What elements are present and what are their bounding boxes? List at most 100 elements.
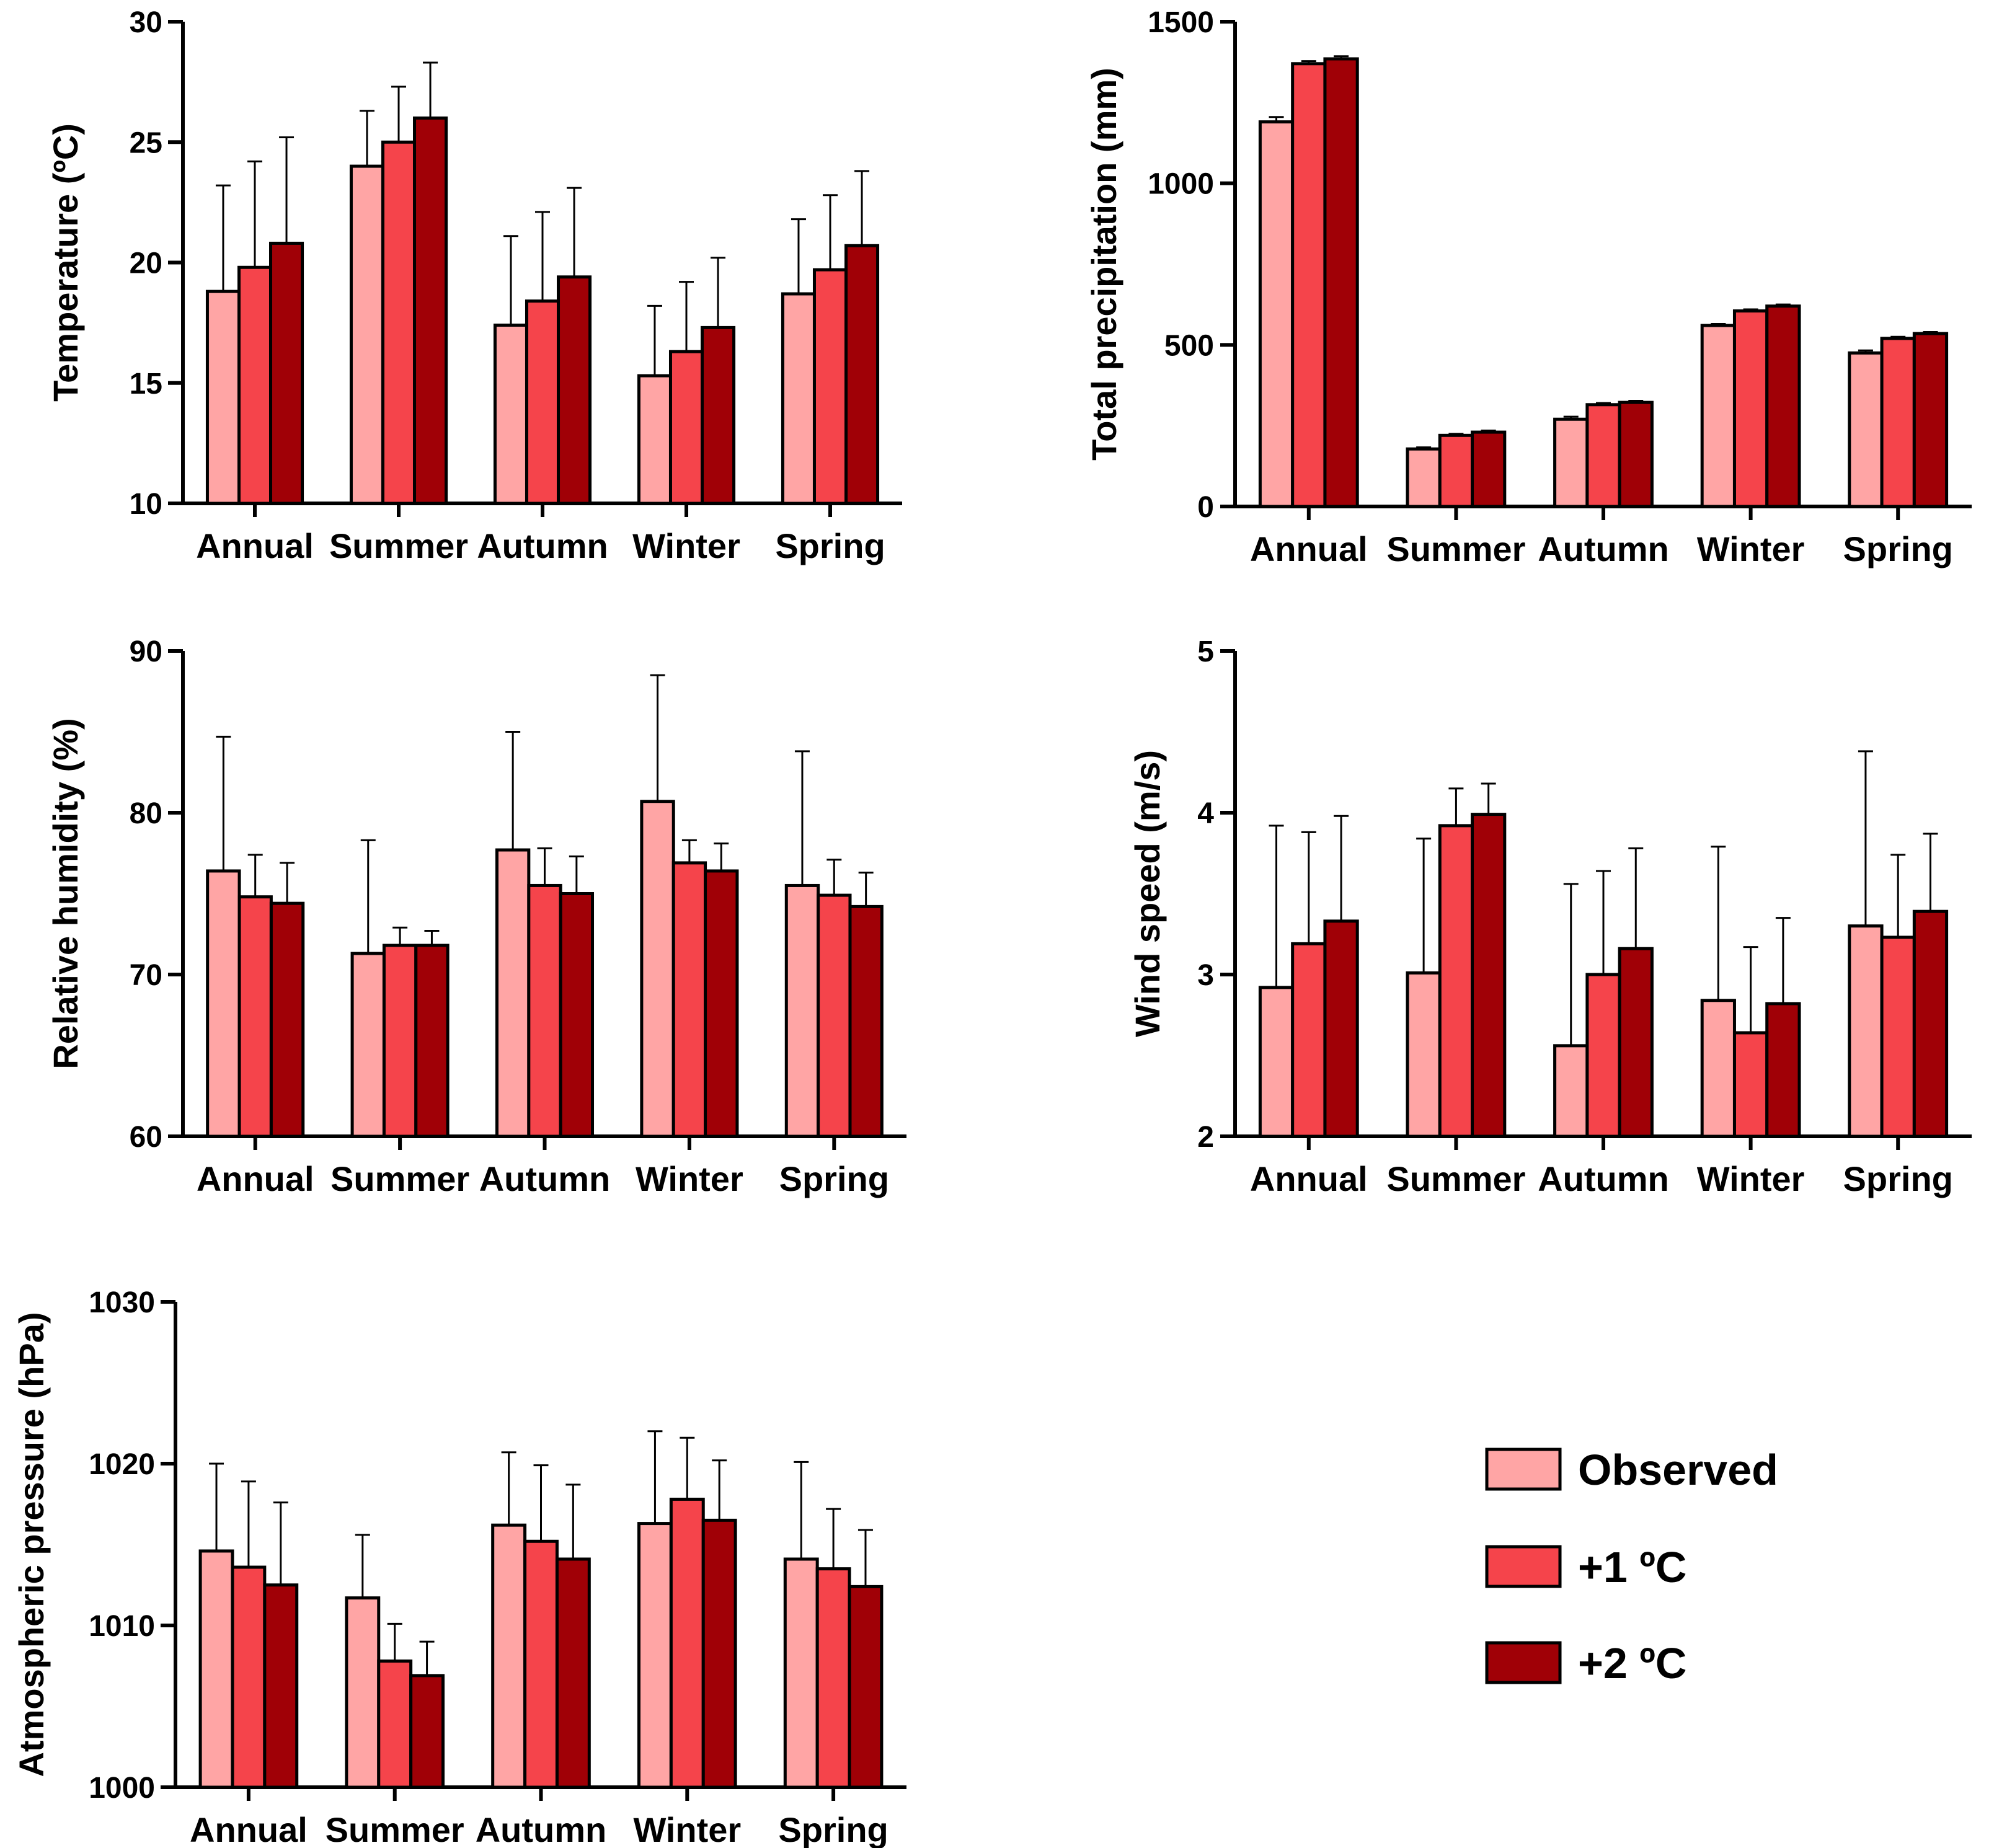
bar-plus1-annual [237,265,273,505]
y-tick-label: 2 [1197,1121,1214,1154]
bar-observed-annual [1258,986,1295,1138]
x-tick-label: Winter [1697,1159,1805,1198]
bar-observed-spring [1848,924,1884,1138]
y-tick-label: 30 [130,6,162,39]
x-tick-label: Winter [1697,529,1805,568]
bar-observed-spring [1848,351,1884,508]
bar-plus1-summer [382,944,418,1138]
chart-panel-1: 10 15 20 25 30 Temperature (ºC) Annual Summer Au… [46,6,902,565]
bar-plus2-annual [263,1583,299,1789]
bar-plus2-spring [848,904,884,1138]
y-tick-label: 1020 [89,1448,155,1481]
bar-plus1-winter [1732,309,1769,508]
x-tick-label: Spring [1843,529,1953,568]
chart-panel-3: 60 70 80 90 Relative humidity (%) Annual Summe… [46,635,906,1198]
bar-plus2-spring [1912,332,1949,508]
y-axis-title: Total precipitation (mm) [1084,68,1123,461]
bar-plus1-autumn [523,1539,559,1789]
bar-plus2-winter [1765,304,1801,508]
y-tick-label: 70 [130,959,162,992]
x-tick-label: Annual [196,526,314,565]
y-tick-label: 25 [130,126,162,159]
y-tick-label: 1000 [1148,168,1214,201]
bar-plus1-summer [377,1659,413,1789]
bar-plus2-autumn [1618,947,1654,1138]
bar-plus1-spring [1880,935,1916,1138]
legend-label-plus2: +2 ºC [1578,1639,1686,1687]
bar-observed-autumn [491,1523,527,1789]
bar-plus2-winter [701,325,736,505]
bar-observed-spring [784,883,820,1138]
bar-plus1-summer [1438,433,1474,508]
chart-panel-2: 0 500 1000 1500 Total precipitation (mm) Annu… [1084,6,1972,568]
bar-observed-winter [640,800,675,1138]
x-tick-label: Annual [190,1810,308,1848]
bar-plus2-summer [413,116,448,505]
legend-swatch-plus2 [1485,1641,1562,1684]
bar-plus1-winter [671,861,707,1138]
bar-observed-winter [1700,999,1736,1138]
bar-plus1-summer [381,140,417,505]
y-tick-label: 90 [130,635,162,668]
y-axis-title: Relative humidity (%) [46,718,85,1069]
y-tick-label: 3 [1197,959,1214,992]
bar-observed-autumn [1553,1044,1589,1138]
y-axis-title: Temperature (ºC) [46,123,85,402]
bar-observed-summer [349,164,384,505]
bar-plus2-autumn [555,1557,591,1789]
legend-swatch-observed [1485,1448,1562,1491]
bar-plus1-spring [817,893,852,1138]
bar-observed-spring [783,1557,819,1789]
bar-plus1-autumn [525,299,561,505]
x-tick-label: Annual [1250,1159,1368,1198]
bar-observed-annual [205,290,241,505]
bar-plus1-spring [815,1567,851,1789]
bar-plus1-annual [1291,942,1327,1138]
y-axis-title: Wind speed (m/s) [1128,750,1167,1037]
bar-plus1-annual [237,895,273,1138]
y-tick-label: 4 [1197,797,1214,830]
x-tick-label: Autumn [1538,529,1669,568]
y-tick-label: 1000 [89,1772,155,1805]
bar-plus2-summer [409,1674,445,1789]
bar-observed-annual [1258,120,1295,508]
y-tick-label: 1500 [1148,6,1214,39]
bar-observed-autumn [1553,417,1589,508]
bar-observed-annual [206,869,241,1138]
x-tick-label: Winter [633,1810,741,1848]
bar-plus2-summer [1471,813,1507,1138]
bar-plus2-spring [848,1585,884,1789]
bar-plus2-autumn [1618,400,1654,508]
x-tick-label: Summer [326,1810,464,1848]
bar-plus2-annual [269,901,305,1138]
x-tick-label: Winter [636,1159,743,1198]
x-tick-label: Summer [330,1159,469,1198]
bar-plus1-autumn [527,883,562,1138]
bar-observed-autumn [495,848,531,1138]
y-tick-label: 20 [130,247,162,280]
y-tick-label: 0 [1197,491,1214,524]
bar-plus2-annual [269,241,304,505]
bar-plus1-autumn [1585,403,1621,508]
x-tick-label: Annual [197,1159,314,1198]
bar-plus1-winter [669,1497,705,1789]
legend-label-plus1: +1 ºC [1578,1543,1686,1591]
x-tick-label: Spring [775,526,885,565]
bar-plus2-annual [1323,919,1359,1138]
bar-plus2-autumn [557,275,592,505]
bar-observed-winter [637,1522,673,1789]
bar-observed-autumn [493,324,528,505]
legend-label-observed: Observed [1578,1446,1778,1494]
bar-plus2-spring [844,244,880,505]
bar-observed-summer [350,952,386,1138]
legend-swatch-plus1 [1485,1545,1562,1588]
bar-plus2-autumn [559,892,595,1138]
x-tick-label: Summer [329,526,468,565]
bar-observed-winter [637,374,672,505]
bar-plus2-summer [1471,430,1507,508]
x-tick-label: Summer [1386,529,1525,568]
chart-panel-5: 1000 1010 1020 1030 Atmospheric pressure (hP… [12,1286,906,1848]
bar-plus1-autumn [1585,973,1621,1138]
x-tick-label: Spring [779,1159,889,1198]
